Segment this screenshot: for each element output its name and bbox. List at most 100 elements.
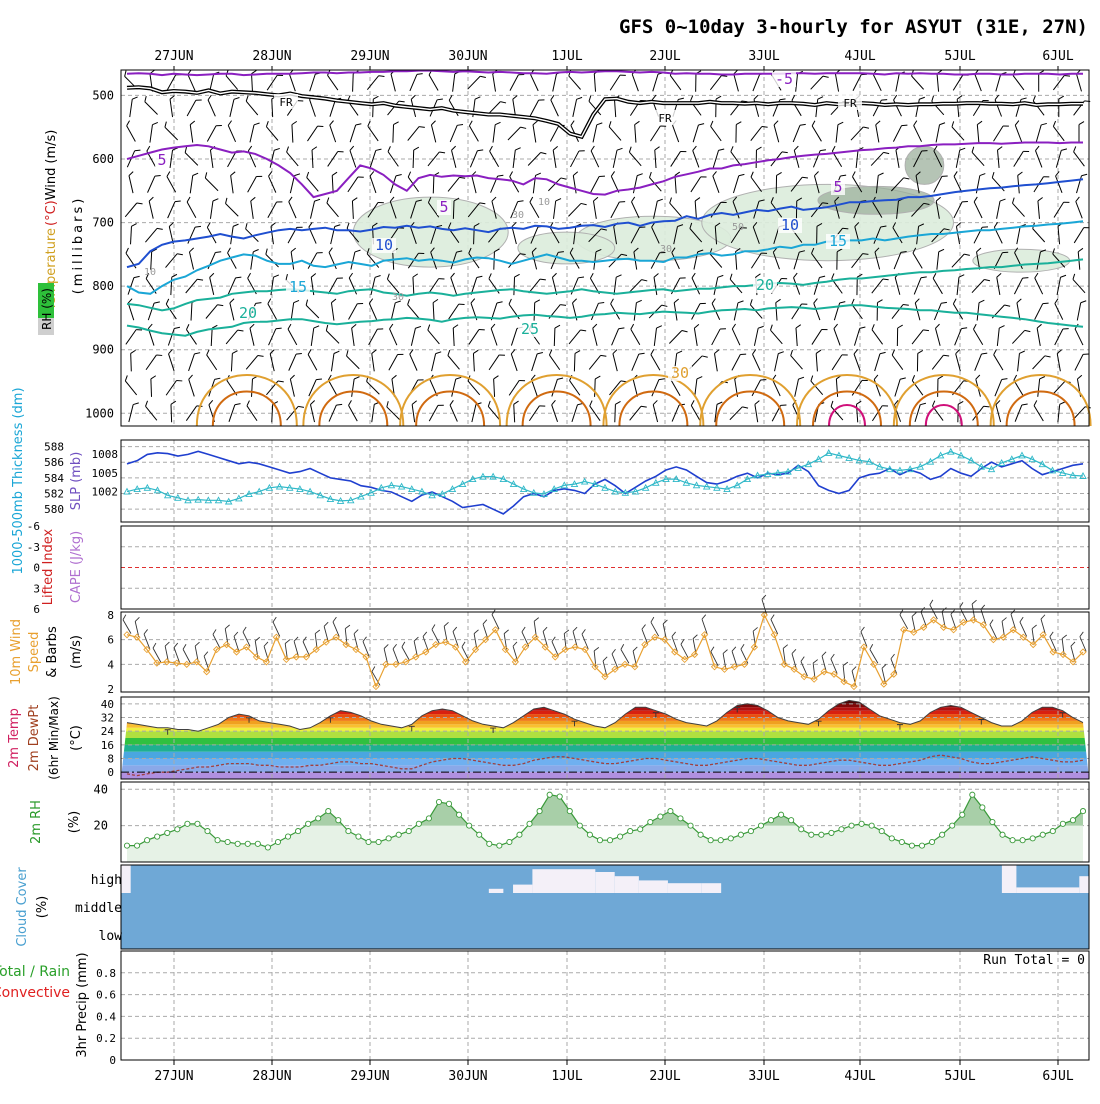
ylabel-precip-a: Total / Rain [0, 964, 70, 980]
ylabel-temp2m-c: (6hr Min/Max) [47, 696, 61, 780]
ylabel-wind10-a: 10m Wind [9, 619, 24, 685]
rh2m-point-11 [235, 841, 240, 846]
slp-tick-1002: 1002 [92, 486, 119, 499]
rh2m-point-21 [336, 818, 341, 823]
thickness-tick-580: 580 [44, 503, 64, 516]
ylabel-wind: Wind [44, 168, 59, 201]
rh2m-point-2 [145, 838, 150, 843]
rh2m-point-89 [1020, 838, 1025, 843]
ylabel-cloud-b: (%) [35, 896, 50, 919]
thickness-tick-582: 582 [44, 488, 64, 501]
contour-label-5: 5 [833, 178, 842, 196]
top-date-4: 1JUL [551, 49, 582, 64]
rh2m-point-87 [1000, 832, 1005, 837]
rh2m-point-27 [396, 832, 401, 837]
page-title: GFS 0~10day 3-hourly for ASYUT (31E, 27N… [619, 16, 1088, 38]
rh2m-point-24 [366, 839, 371, 844]
contour-label-2: FR [843, 97, 857, 110]
bottom-date-1: 28JUN [252, 1069, 291, 1084]
rh2m-point-13 [255, 841, 260, 846]
ylabel-temp2m-a: 2m Temp [7, 708, 22, 768]
temp-band-5 [121, 738, 1089, 745]
ylabel-rh2m-a: 2m RH [29, 800, 44, 844]
rh2m-point-18 [306, 821, 311, 826]
rh2m-point-35 [477, 832, 482, 837]
rh-label-18: 30 [392, 292, 404, 303]
lifted-tick-6: 6 [33, 603, 40, 616]
slp-tick-1005: 1005 [92, 467, 119, 480]
rh2m-point-62 [748, 828, 753, 833]
ylabel-temp2m-d: (°C) [69, 725, 84, 751]
rh2m-point-44 [567, 808, 572, 813]
bottom-date-2: 29JUN [350, 1069, 389, 1084]
temp2m-tick-8: 8 [107, 753, 114, 766]
ylabel-millibars: (millibars) [71, 196, 86, 295]
cloud-clear-10 [1016, 887, 1079, 893]
cloud-clear-9 [1002, 865, 1017, 893]
rh2m-point-7 [195, 821, 200, 826]
contour-label-0: FR [279, 96, 293, 109]
rh2m-point-66 [789, 818, 794, 823]
cloud-clear-5 [615, 876, 639, 893]
top-date-3: 30JUN [448, 49, 487, 64]
temp2m-tick-24: 24 [101, 725, 115, 738]
temp2m-tick-16: 16 [101, 739, 114, 752]
precip-tick-0.8: 0.8 [96, 967, 116, 980]
rh2m-point-63 [758, 823, 763, 828]
contour-label-11: 20 [239, 304, 257, 322]
rh2m-point-31 [436, 799, 441, 804]
ylabel-cape: CAPE (J/kg) [69, 531, 84, 603]
rh-label-15: 10 [144, 267, 156, 278]
run-total: Run Total = 0 [983, 953, 1085, 968]
rh2m-point-39 [517, 832, 522, 837]
contour-label-14: 30 [671, 364, 689, 382]
bottom-date-4: 1JUL [551, 1069, 582, 1084]
ylabel-thickness: 1000-500mb Thickness (dm) [11, 387, 26, 574]
rh2m-point-1 [134, 843, 139, 848]
temp-band-2 [121, 759, 1089, 766]
rh2m-point-55 [678, 816, 683, 821]
rh2m-point-34 [467, 823, 472, 828]
rh-blob-6 [973, 249, 1070, 272]
rh2m-point-84 [970, 792, 975, 797]
rh2m-point-57 [698, 832, 703, 837]
contour-label-13: 25 [521, 320, 539, 338]
top-date-5: 2JUL [649, 49, 680, 64]
rh2m-point-50 [628, 828, 633, 833]
top-date-1: 28JUN [252, 49, 291, 64]
rh2m-point-94 [1070, 818, 1075, 823]
rh2m-point-79 [919, 843, 924, 848]
ylabel-lifted-index: Lifted Index [41, 528, 56, 605]
bottom-date-3: 30JUN [448, 1069, 487, 1084]
rh2m-point-30 [426, 816, 431, 821]
rh2m-point-80 [929, 839, 934, 844]
top-date-9: 6JUL [1042, 49, 1073, 64]
contour-label-6: -5 [775, 70, 793, 88]
rh2m-point-22 [346, 828, 351, 833]
rh2m-point-42 [547, 792, 552, 797]
rh2m-point-8 [205, 828, 210, 833]
rh2m-point-19 [316, 816, 321, 821]
rh2m-point-85 [980, 805, 985, 810]
cloud-clear-2 [513, 885, 532, 893]
rh2m-point-47 [597, 838, 602, 843]
cloud-level-middle: middle [75, 901, 122, 916]
rh2m-tick-20: 20 [94, 819, 108, 833]
precip-tick-0.2: 0.2 [96, 1032, 116, 1045]
wind10-tick-2: 2 [107, 683, 114, 696]
rh2m-point-12 [245, 841, 250, 846]
rh2m-point-64 [768, 818, 773, 823]
rh2m-point-26 [386, 836, 391, 841]
rh2m-point-74 [869, 823, 874, 828]
contour-label-1: FR [658, 112, 672, 125]
rh2m-point-48 [607, 838, 612, 843]
rh2m-point-75 [879, 828, 884, 833]
rh2m-point-25 [376, 839, 381, 844]
thickness-tick-584: 584 [44, 472, 64, 485]
thickness-tick-588: 588 [44, 441, 64, 454]
ylabel-temp-unit: (°C) [44, 200, 59, 226]
rh2m-point-28 [406, 828, 411, 833]
temp-band-4 [121, 745, 1089, 752]
pressure-tick-500: 500 [92, 88, 114, 102]
rh2m-point-60 [728, 836, 733, 841]
